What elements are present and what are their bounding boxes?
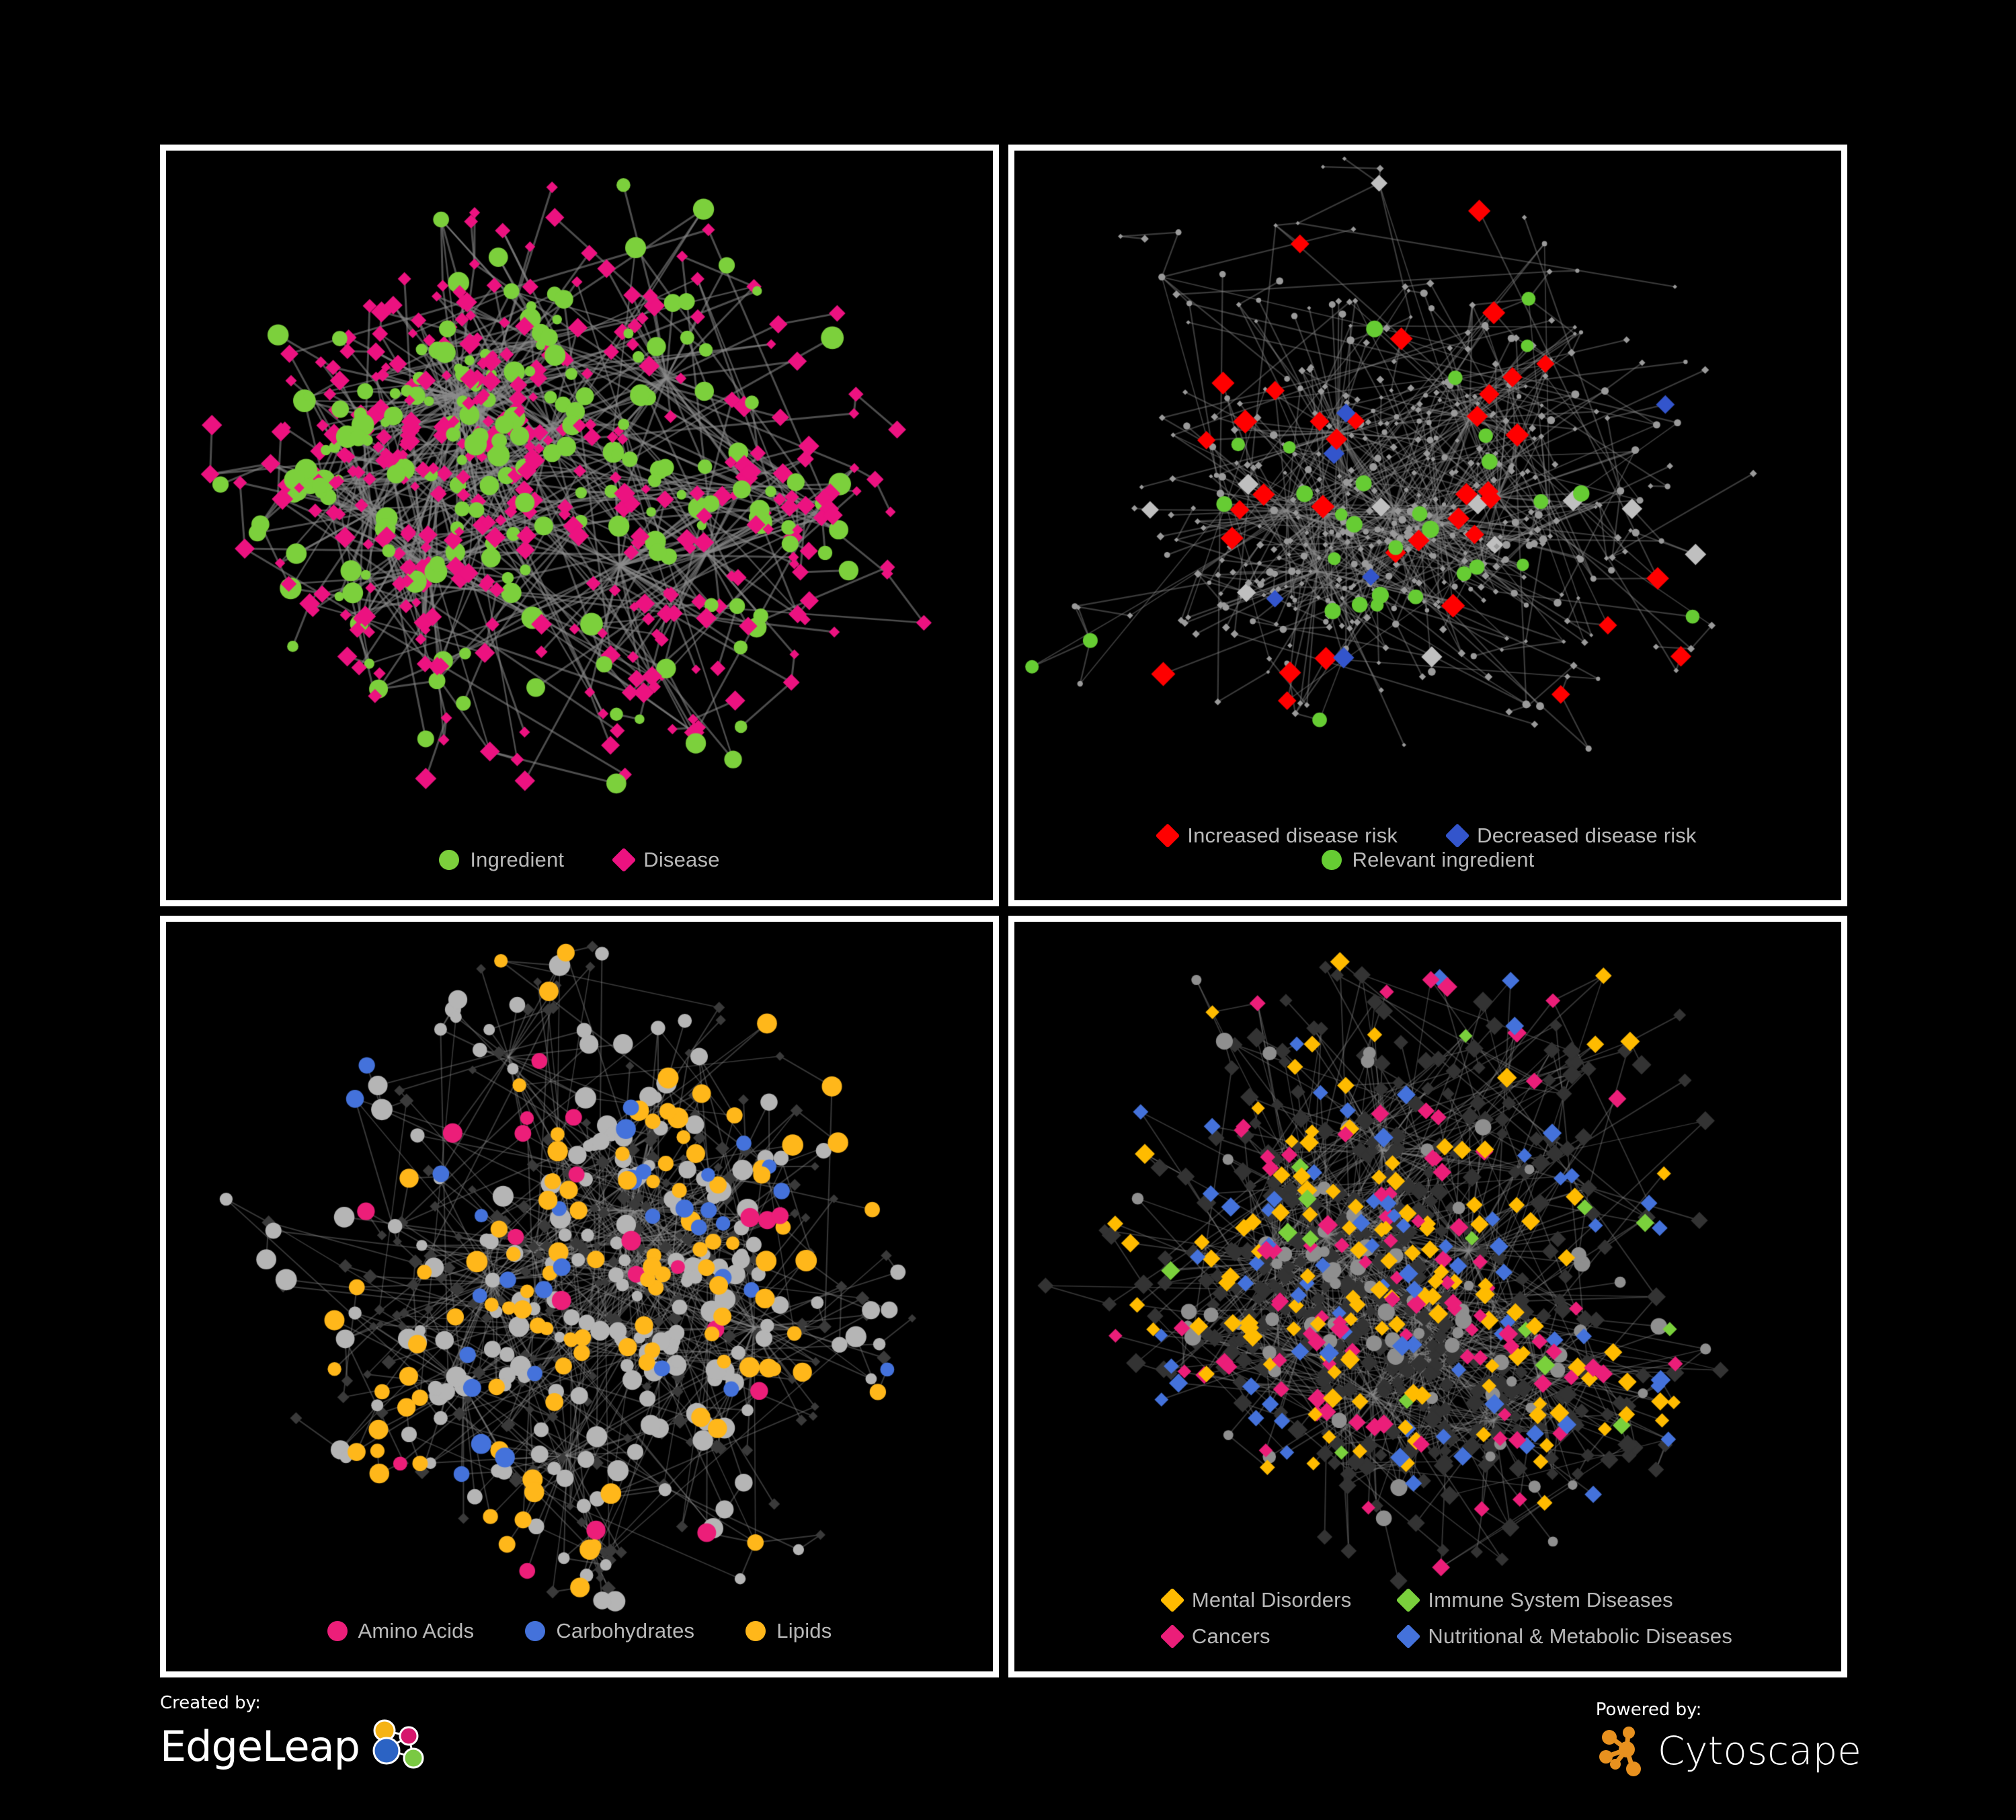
panel-disease-class: Mental Disorders Immune System Diseases … bbox=[1008, 916, 1847, 1677]
network-canvas-disease-risk bbox=[1014, 151, 1841, 900]
panel-disease-risk: Increased disease risk Decreased disease… bbox=[1008, 145, 1847, 906]
cytoscape-branding: Powered by: Cytoscape bbox=[1596, 1700, 1861, 1778]
network-canvas-ingredient-disease bbox=[166, 151, 993, 900]
created-by-kicker: Created by: bbox=[160, 1693, 261, 1713]
panel-ingredient-class: Amino Acids Carbohydrates Lipids bbox=[160, 916, 999, 1677]
edgeleap-logo-row: EdgeLeap bbox=[160, 1717, 431, 1775]
edgeleap-network-icon bbox=[372, 1719, 424, 1769]
powered-by-kicker: Powered by: bbox=[1595, 1700, 1702, 1720]
cytoscape-logo-row: Cytoscape bbox=[1596, 1724, 1861, 1778]
figure-footer: Created by: EdgeLeap Powered by: bbox=[0, 1681, 2016, 1820]
figure-panel-grid: Ingredient Disease Increased disease ris… bbox=[160, 145, 1847, 1677]
network-canvas-disease-class bbox=[1014, 922, 1841, 1671]
cytoscape-network-icon bbox=[1599, 1727, 1641, 1776]
edgeleap-wordmark: EdgeLeap bbox=[160, 1721, 360, 1771]
panel-ingredient-disease: Ingredient Disease bbox=[160, 145, 999, 906]
edgeleap-branding: Created by: EdgeLeap bbox=[160, 1693, 431, 1775]
cytoscape-wordmark: Cytoscape bbox=[1657, 1728, 1861, 1774]
network-canvas-ingredient-class bbox=[166, 922, 993, 1671]
